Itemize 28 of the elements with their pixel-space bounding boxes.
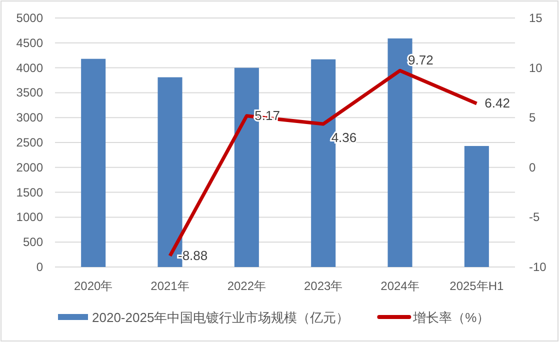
y-tick-label: 3000 bbox=[16, 110, 44, 125]
x-tick-label: 2020年 bbox=[74, 279, 113, 293]
y-tick-label: 1000 bbox=[16, 210, 44, 224]
y-tick-label: 0 bbox=[36, 260, 44, 274]
x-tick-label: 2025年H1 bbox=[450, 279, 504, 293]
y-tick-label: 500 bbox=[22, 235, 44, 250]
x-tick-label: 2022年 bbox=[227, 279, 266, 293]
y2-tick-label: 15 bbox=[529, 11, 543, 25]
y-tick-label: 4500 bbox=[16, 36, 44, 50]
y2-tick-label: 10 bbox=[529, 60, 543, 75]
y-tick-label: 2000 bbox=[16, 160, 44, 174]
x-tick-label: 2023年 bbox=[304, 279, 343, 293]
data-label: 6.42 bbox=[484, 95, 510, 110]
y-tick-label: 2500 bbox=[16, 136, 44, 150]
y2-tick-label: -5 bbox=[529, 210, 540, 224]
x-tick-label: 2024年 bbox=[380, 279, 420, 293]
y-tick-label: 1500 bbox=[16, 185, 44, 200]
y-tick-label: 5000 bbox=[16, 11, 44, 25]
y-tick-label: 4000 bbox=[16, 60, 44, 75]
bar bbox=[464, 146, 489, 267]
legend-label: 2020-2025年中国电镀行业市场规模（亿元） bbox=[92, 310, 350, 325]
bar bbox=[81, 58, 106, 267]
legend-label: 增长率（%） bbox=[412, 310, 490, 325]
y2-tick-label: 0 bbox=[529, 160, 536, 174]
y2-tick-label: -10 bbox=[529, 260, 547, 274]
x-tick-label: 2021年 bbox=[150, 279, 190, 293]
y-tick-label: 3500 bbox=[16, 86, 44, 100]
y2-tick-label: 5 bbox=[529, 110, 536, 125]
